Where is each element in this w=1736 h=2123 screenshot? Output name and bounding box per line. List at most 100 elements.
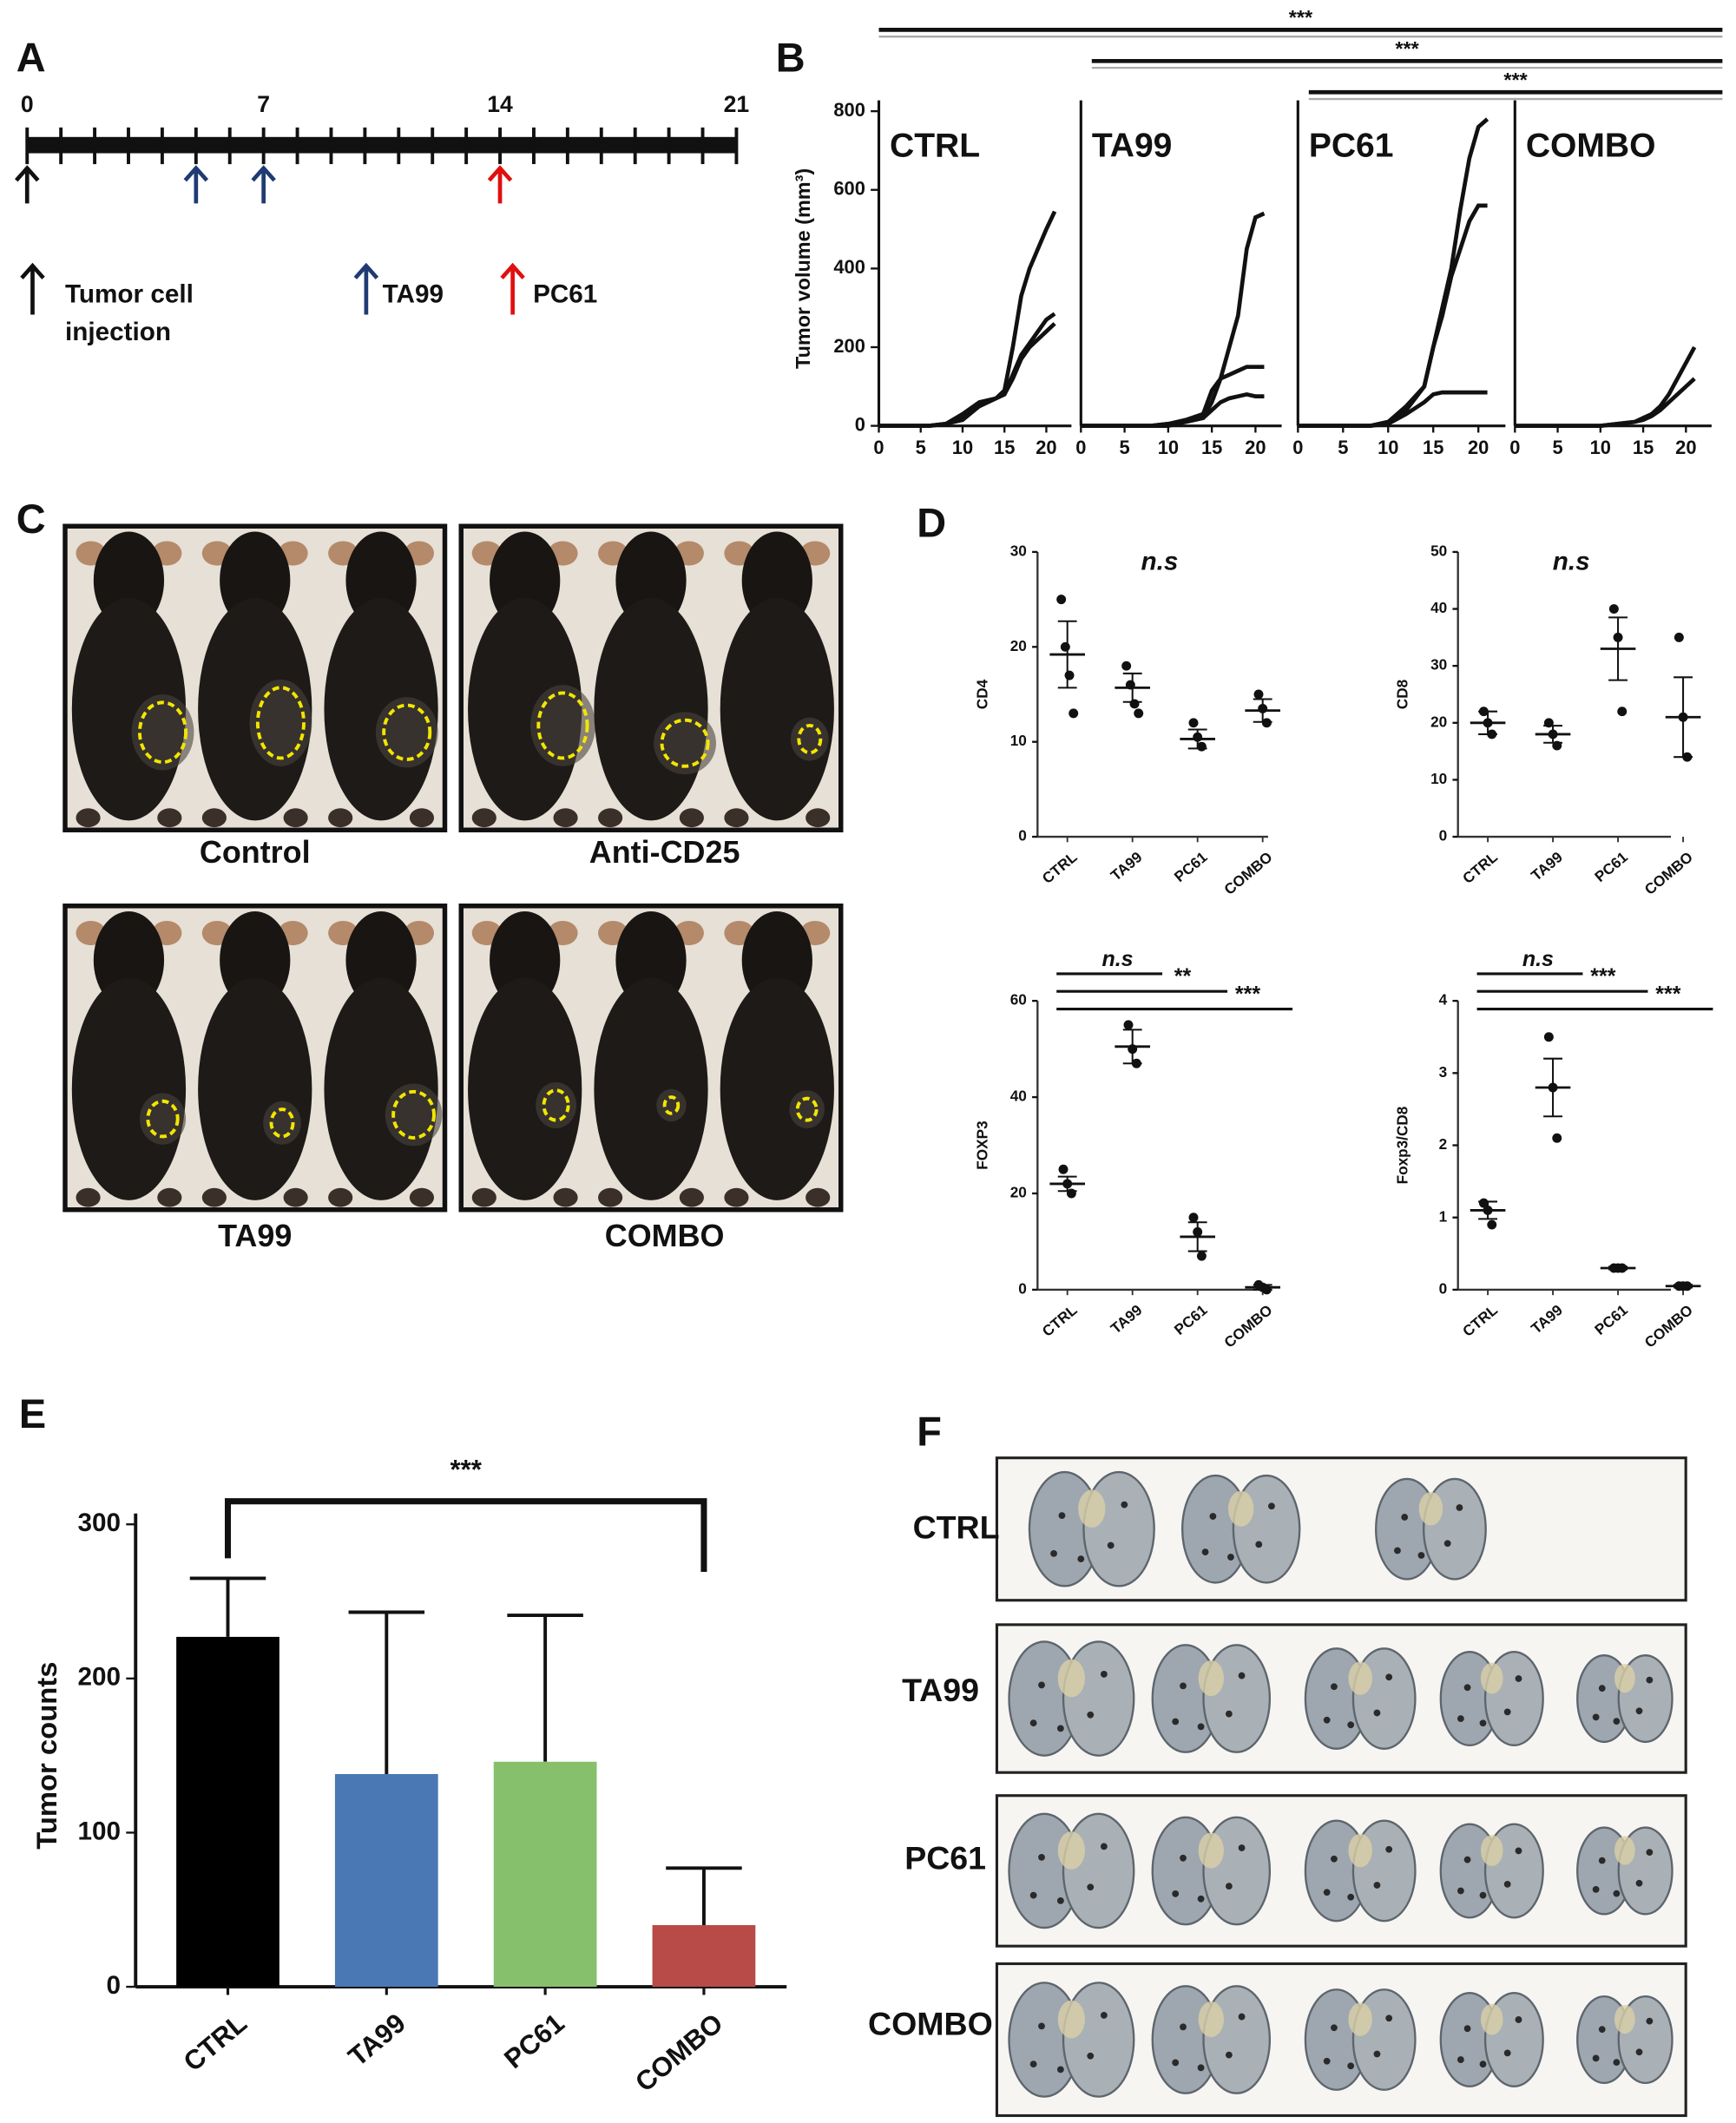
- error-bar: [1253, 1284, 1272, 1291]
- tumor-outline: [795, 1096, 819, 1122]
- significance-label: ***: [1235, 982, 1260, 1006]
- lung-spot: [1347, 1721, 1355, 1729]
- data-point: [1064, 670, 1075, 680]
- mouse-leg: [598, 808, 623, 828]
- x-tick-label: 20: [1245, 437, 1266, 458]
- data-point: [1056, 595, 1067, 605]
- mouse-leg: [157, 1187, 182, 1207]
- y-tick-label: 0: [1439, 1279, 1448, 1297]
- error-bar: [348, 1610, 425, 1774]
- error-bar: [1608, 1265, 1628, 1271]
- tumor-patch: [790, 717, 829, 761]
- lung-spot: [1225, 2051, 1233, 2059]
- timeline-tick-label: 14: [487, 91, 513, 117]
- mouse-leg: [471, 808, 496, 828]
- lung-spot: [1479, 1891, 1487, 1899]
- x-tick-label: CTRL: [1039, 848, 1081, 887]
- mouse-leg: [806, 808, 831, 828]
- tumor-outline: [255, 686, 306, 760]
- mouse-leg: [76, 1187, 101, 1207]
- legend-label: PC61: [533, 279, 597, 308]
- y-tick-label: 300: [78, 1508, 122, 1537]
- lung-spot: [1613, 2059, 1621, 2067]
- error-bar: [1608, 616, 1628, 681]
- y-tick-label: 40: [1430, 599, 1447, 616]
- mouse-body: [468, 598, 582, 821]
- lung-spot: [1515, 1675, 1522, 1682]
- lung-spot: [1385, 1673, 1393, 1681]
- x-tick-label: CTRL: [178, 2008, 253, 2077]
- error-bar: [1057, 620, 1077, 689]
- lung-spot: [1635, 2048, 1643, 2056]
- lung-highlight: [1198, 2001, 1224, 2038]
- tumor-outline: [542, 1088, 570, 1122]
- x-tick-label: 15: [994, 437, 1015, 458]
- lung-spot: [1592, 1885, 1600, 1893]
- panel-label: B: [776, 36, 806, 81]
- bar: [334, 1773, 438, 1988]
- significance-label: ***: [450, 1455, 482, 1485]
- lung-spot: [1201, 1548, 1209, 1556]
- x-tick-label: COMBO: [1641, 1301, 1696, 1351]
- lung-spot: [1209, 1513, 1217, 1520]
- y-tick-label: 30: [1430, 656, 1447, 674]
- x-tick-label: COMBO: [1641, 848, 1696, 898]
- error-bar: [1478, 1200, 1497, 1220]
- mouse-body: [594, 977, 708, 1200]
- mouse-body: [720, 598, 834, 821]
- mouse-leg: [328, 808, 353, 828]
- error-bar: [1543, 725, 1562, 744]
- lung-spot: [1238, 1672, 1246, 1679]
- lung-spot: [1598, 1685, 1606, 1692]
- x-tick-label: 15: [1201, 437, 1222, 458]
- lung-spot: [1197, 1895, 1205, 1903]
- lung-spot: [1056, 1725, 1064, 1732]
- y-tick-label: 20: [1430, 713, 1447, 730]
- lung-spot: [1417, 1552, 1425, 1559]
- lung-highlight: [1078, 1489, 1106, 1528]
- lung-highlight: [1480, 1835, 1503, 1866]
- y-tick-label: 2: [1439, 1135, 1448, 1153]
- x-tick-label: CTRL: [1459, 848, 1501, 887]
- mouse-leg: [283, 808, 308, 828]
- timeline-tick-label: 21: [724, 91, 750, 117]
- data-point: [1617, 707, 1628, 717]
- lung-spot: [1107, 1541, 1115, 1549]
- data-point: [1261, 718, 1272, 728]
- y-tick-label: 30: [1010, 542, 1027, 559]
- data-point: [1674, 632, 1684, 642]
- y-tick-label: 20: [1010, 637, 1027, 654]
- y-axis-label: Tumor volume (mm³): [792, 168, 814, 369]
- data-point: [1069, 708, 1079, 719]
- mouse-leg: [201, 808, 227, 828]
- lung-spot: [1479, 2061, 1487, 2068]
- lung-spot: [1457, 2056, 1464, 2063]
- x-tick-label: TA99: [1528, 1301, 1566, 1337]
- y-axis-label: CD8: [1394, 679, 1411, 709]
- x-tick-label: TA99: [1107, 848, 1145, 884]
- lung-spot: [1225, 1710, 1233, 1718]
- y-axis-label: Tumor counts: [30, 1662, 62, 1850]
- timeline-tick-label: 0: [21, 91, 34, 117]
- photo-label: COMBO: [605, 1218, 725, 1253]
- tumor-outline: [146, 1099, 180, 1139]
- panel-label: A: [16, 36, 46, 81]
- lung-spot: [1503, 1708, 1511, 1716]
- lung-spot: [1385, 1845, 1393, 1853]
- tumor-patch: [263, 1101, 301, 1145]
- lung-spot: [1457, 1887, 1464, 1895]
- lung-spot: [1238, 2013, 1246, 2021]
- lung-highlight: [1057, 1659, 1085, 1698]
- y-tick-label: 0: [1018, 827, 1027, 845]
- panel-label: D: [917, 501, 946, 546]
- lung-spot: [1331, 1855, 1338, 1863]
- tumor-outline: [382, 703, 432, 761]
- data-point: [1196, 1251, 1207, 1261]
- lung-highlight: [1348, 1661, 1372, 1695]
- x-tick-label: 15: [1423, 437, 1443, 458]
- y-tick-label: 20: [1010, 1184, 1027, 1201]
- lung-spot: [1373, 1709, 1381, 1717]
- significance-label: ***: [1395, 37, 1419, 60]
- lung-spot: [1598, 1857, 1606, 1864]
- lung-spot: [1087, 1883, 1095, 1891]
